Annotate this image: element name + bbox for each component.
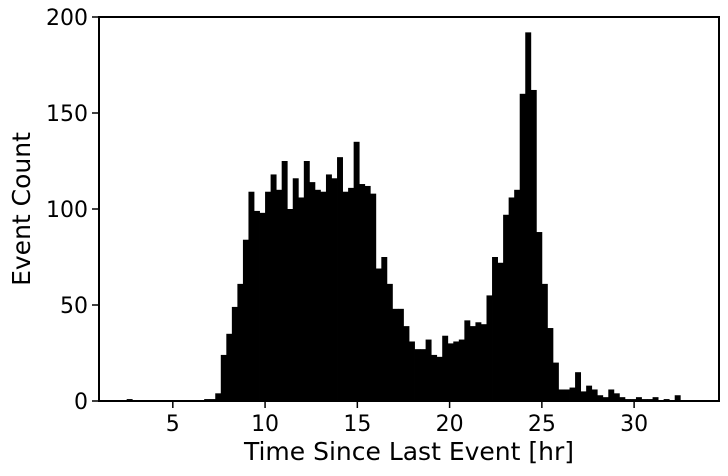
- histogram-bar: [635, 397, 642, 401]
- histogram-bar: [674, 395, 681, 401]
- histogram-bar: [613, 393, 620, 401]
- histogram-bar: [325, 174, 332, 401]
- histogram-bar: [215, 393, 222, 401]
- histogram-bar: [558, 389, 565, 401]
- histogram-bar: [508, 197, 515, 401]
- histogram-bar: [552, 362, 559, 401]
- histogram-bar: [425, 339, 432, 401]
- histogram-bar: [270, 174, 277, 401]
- y-axis-label: Event Count: [7, 132, 36, 286]
- histogram-bar: [519, 93, 526, 402]
- histogram-bar: [541, 283, 548, 401]
- histogram-bar: [403, 326, 410, 401]
- x-axis-label: Time Since Last Event [hr]: [243, 437, 574, 466]
- histogram-bar: [586, 385, 593, 401]
- histogram-bar: [503, 214, 510, 401]
- x-tick-label: 20: [436, 412, 464, 437]
- histogram-bar: [276, 189, 283, 401]
- x-tick-label: 25: [528, 412, 556, 437]
- histogram-bar: [475, 322, 482, 401]
- histogram-bar: [414, 349, 421, 401]
- histogram-bar: [370, 193, 377, 401]
- histogram-bar: [497, 262, 504, 401]
- y-tick-label: 0: [74, 390, 88, 415]
- histogram-bar: [381, 257, 388, 401]
- histogram-bar: [619, 397, 626, 401]
- y-tick-label: 100: [46, 198, 88, 223]
- histogram-bar: [514, 189, 521, 401]
- histogram-bar: [265, 191, 272, 401]
- histogram-bar: [492, 257, 498, 401]
- histogram-bar: [386, 283, 393, 401]
- histogram-bar: [359, 184, 366, 401]
- histogram-bar: [431, 354, 438, 401]
- histogram-bar: [652, 397, 659, 401]
- histogram-bar: [536, 232, 543, 401]
- histogram-bar: [530, 89, 537, 402]
- histogram-bar: [580, 391, 587, 401]
- histogram-bar: [480, 324, 487, 401]
- y-tick-label: 150: [46, 102, 88, 127]
- y-tick-label: 200: [46, 6, 88, 31]
- histogram-bar: [575, 372, 582, 401]
- histogram-bar: [397, 308, 404, 401]
- histogram-bar: [436, 356, 443, 401]
- histogram-bar: [242, 239, 249, 401]
- histogram-bar: [353, 141, 360, 402]
- histogram-bar: [375, 268, 382, 401]
- histogram-bar: [608, 389, 615, 401]
- histogram-bar: [281, 161, 288, 401]
- histogram-bar: [287, 209, 294, 401]
- y-tick-label: 50: [60, 294, 88, 319]
- histogram-bar: [254, 210, 260, 401]
- histogram-bar: [303, 161, 310, 401]
- histogram-bar: [342, 191, 349, 401]
- x-tick-label: 15: [343, 412, 371, 437]
- histogram-bar: [458, 339, 465, 401]
- histogram-bar: [259, 212, 266, 401]
- x-tick-label: 10: [251, 412, 279, 437]
- histogram-bar: [464, 320, 471, 401]
- histogram-bar: [442, 335, 449, 401]
- x-tick-label: 30: [620, 412, 648, 437]
- x-tick-label: 5: [166, 412, 180, 437]
- histogram-bar: [525, 32, 532, 402]
- histogram-bar: [231, 306, 238, 401]
- histogram-bar: [337, 157, 343, 401]
- histogram-bar: [392, 308, 399, 401]
- histogram-bar: [469, 326, 476, 401]
- histogram-bar: [486, 295, 493, 401]
- histogram-bar: [314, 189, 321, 401]
- histogram-bar: [591, 389, 598, 401]
- histogram-bar: [409, 341, 415, 401]
- histogram-bar: [320, 191, 327, 401]
- histogram-bars: [126, 32, 681, 402]
- histogram-bar: [547, 328, 554, 401]
- histogram-bar: [220, 354, 227, 401]
- histogram-bar: [248, 191, 255, 401]
- histogram-bar: [226, 333, 233, 401]
- histogram-bar: [309, 182, 316, 401]
- plot-frame: [98, 16, 720, 402]
- x-axis: 5 10 15 20 25 30: [166, 401, 648, 437]
- histogram-bar: [569, 387, 576, 401]
- histogram-bar: [364, 185, 371, 401]
- histogram-bar: [602, 397, 609, 401]
- y-axis: 0 50 100 150 200: [46, 6, 99, 415]
- histogram-bar: [331, 178, 338, 401]
- histogram-bar: [237, 283, 244, 401]
- histogram-bar: [292, 178, 299, 401]
- histogram-bar: [447, 343, 454, 401]
- histogram-bar: [453, 341, 460, 401]
- histogram-bar: [564, 389, 570, 401]
- histogram-bar: [298, 197, 305, 401]
- histogram-bar: [420, 349, 427, 401]
- histogram-bar: [348, 187, 355, 401]
- histogram-bar: [597, 395, 604, 401]
